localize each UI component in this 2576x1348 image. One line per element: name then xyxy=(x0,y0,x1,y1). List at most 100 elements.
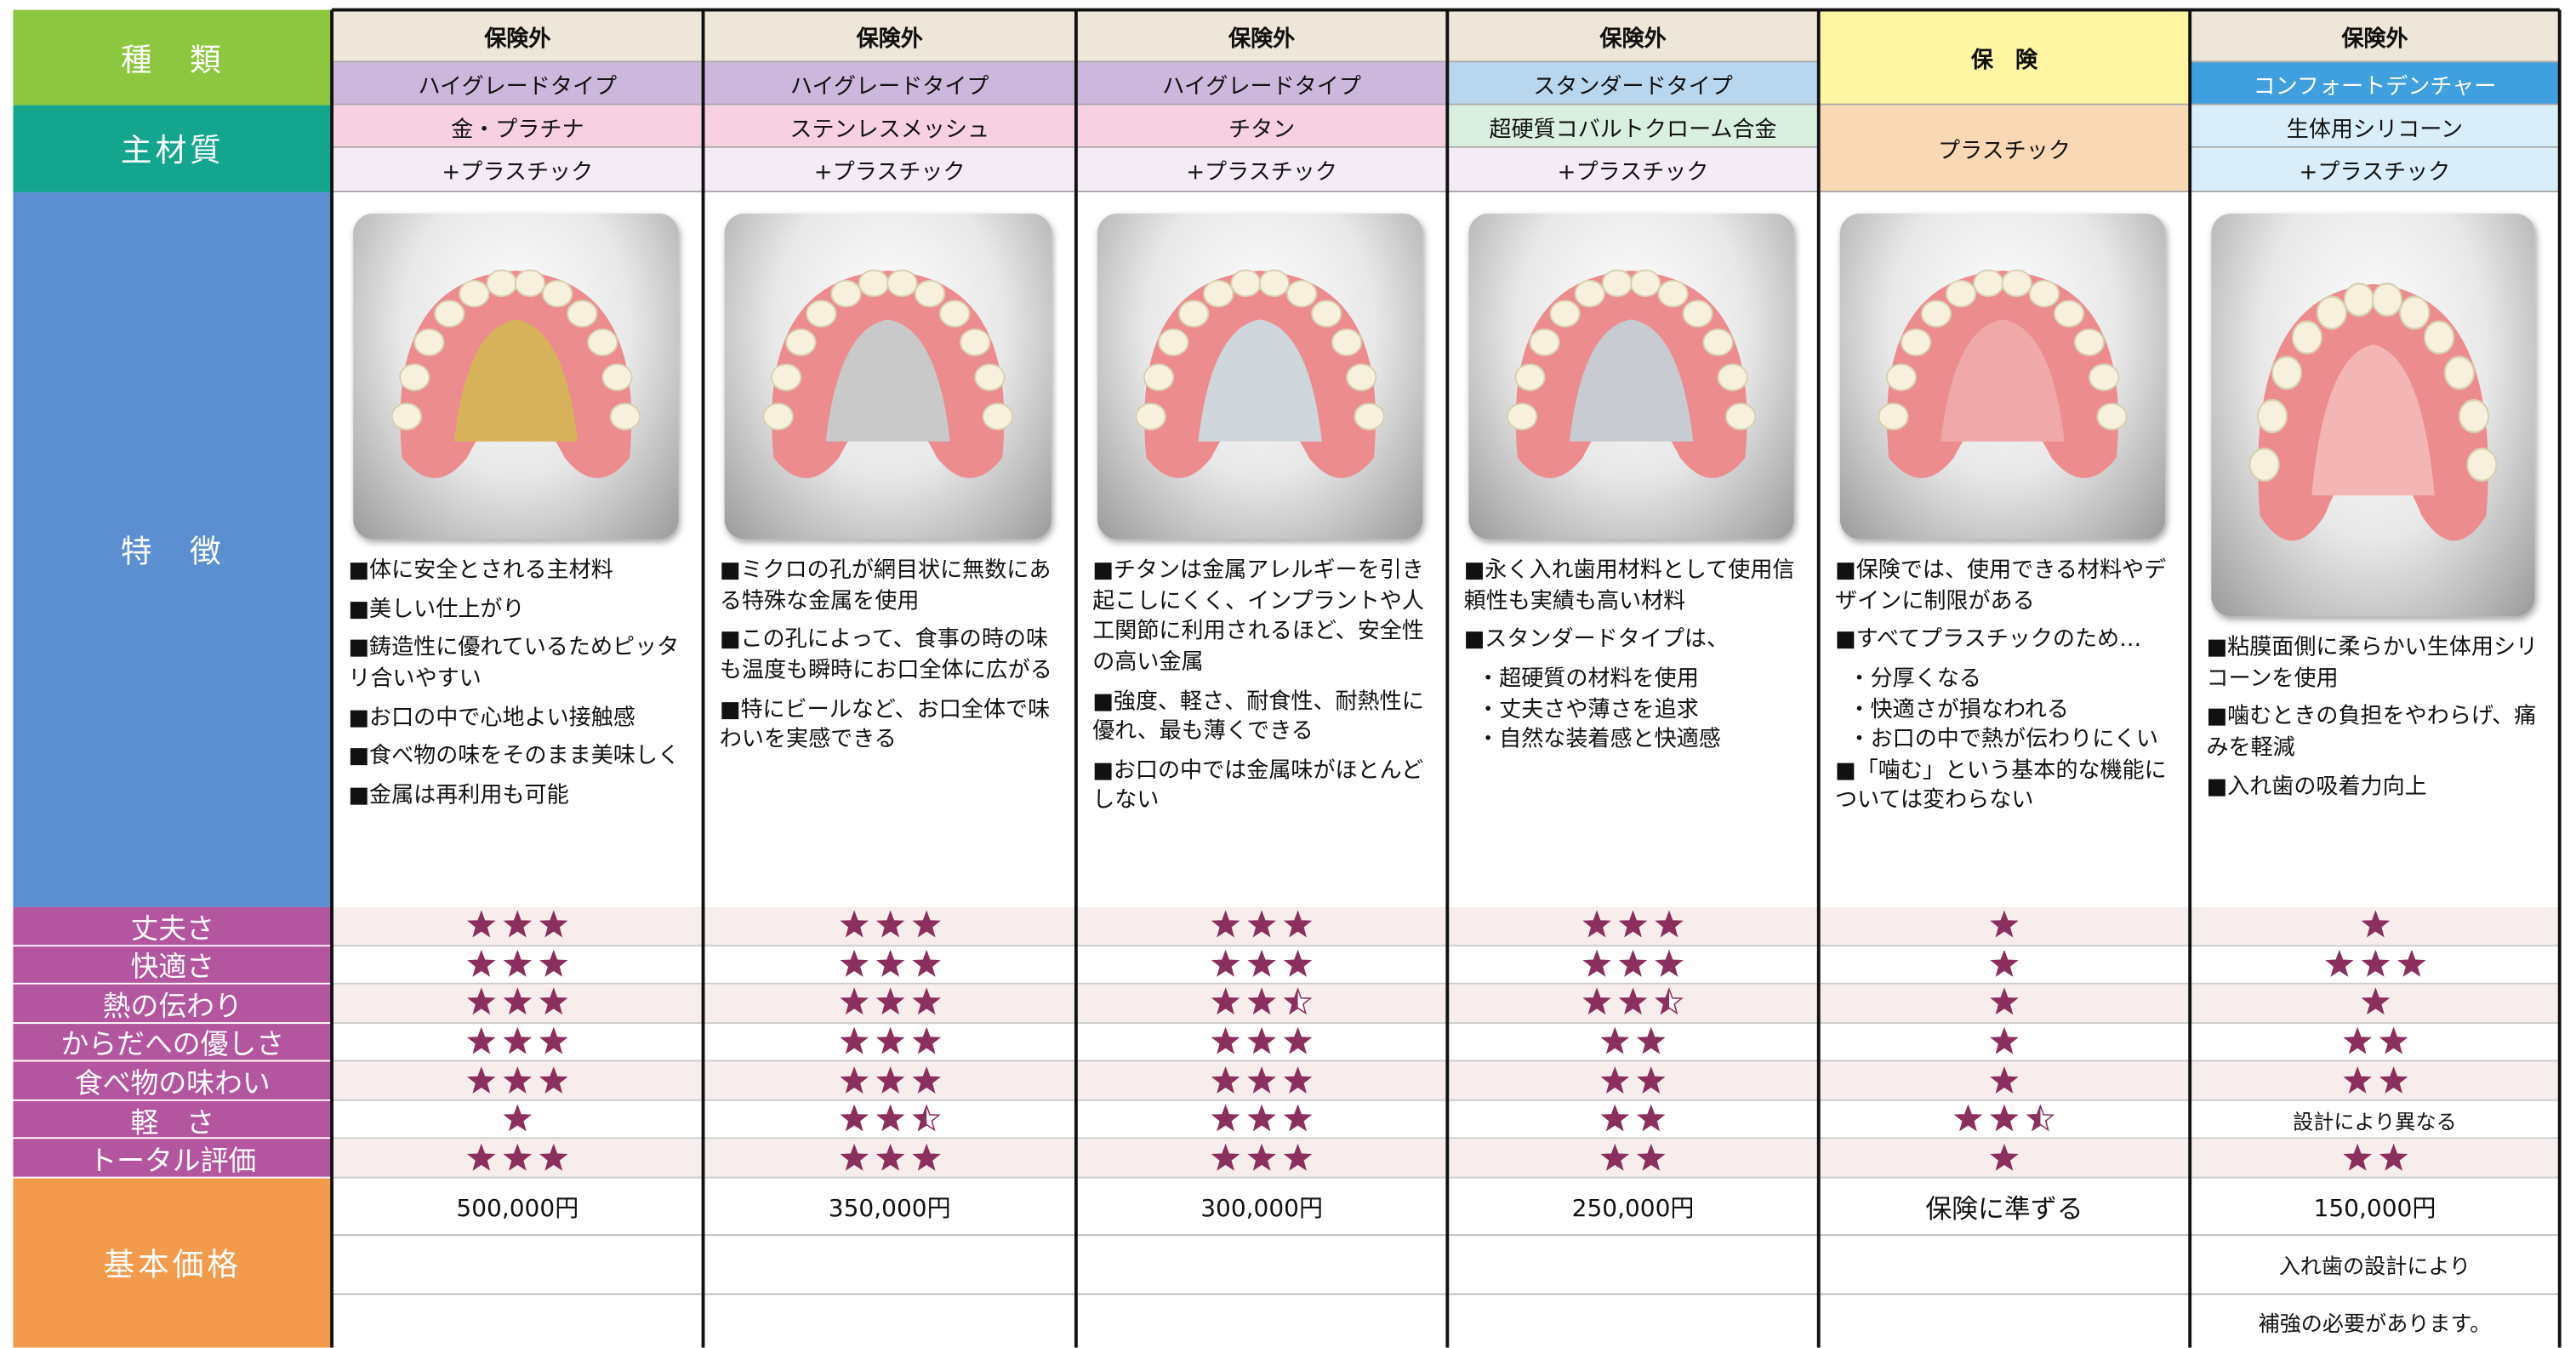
rating-cell xyxy=(332,1140,704,1179)
column-rule xyxy=(1074,9,1078,1348)
star xyxy=(467,911,496,939)
feature: ■ミクロの孔が網目状に無数にある特殊な金属を使用 xyxy=(719,557,1051,614)
star xyxy=(875,1026,904,1054)
star-rating xyxy=(839,1143,940,1171)
star xyxy=(539,988,568,1016)
star xyxy=(467,988,496,1016)
star xyxy=(503,949,533,977)
star-rating xyxy=(1990,1065,2019,1094)
star xyxy=(503,1065,533,1094)
rating-cell xyxy=(703,906,1076,946)
rating-cell xyxy=(2190,985,2560,1024)
star-rating xyxy=(467,911,568,939)
price-note xyxy=(1447,1295,1818,1348)
star xyxy=(1283,949,1313,977)
feature-list: ■チタンは金属アレルギーを引き起こしにくく、インプラントや人工関節に利用されるほ… xyxy=(1092,556,1434,825)
rating-cell xyxy=(1818,1140,2191,1179)
star xyxy=(1990,1143,2019,1171)
feature-list: ■永く入れ歯用材料として使用信頼性も実績も高い材料 ■スタンダードタイプは、 ・超硬… xyxy=(1464,556,1806,756)
feature: ・分厚くなる xyxy=(1848,665,1981,692)
feature: ・快適さが損なわれる xyxy=(1848,695,2069,723)
feature-list: ■体に安全とされる主材料 ■美しい仕上がり ■鋳造性に優れているためピッタリ合いやす… xyxy=(348,556,690,820)
denture-photo xyxy=(1468,214,1794,540)
star xyxy=(1990,988,2019,1016)
star-rating xyxy=(1211,911,1313,939)
rating-cell xyxy=(2190,1062,2560,1101)
star-rating xyxy=(839,1026,940,1054)
rating-cell xyxy=(703,1100,1076,1140)
star xyxy=(1582,949,1611,977)
material-sub: +プラスチック xyxy=(332,147,704,192)
feature: ■すべてプラスチックのため… xyxy=(1835,626,2142,654)
feature: ■噛むときの負担をやわらげ、痛みを軽減 xyxy=(2206,704,2537,761)
star xyxy=(1600,1104,1630,1132)
star xyxy=(1247,988,1276,1016)
star-rating xyxy=(839,1065,940,1094)
material-sub: +プラスチック xyxy=(1447,147,1819,192)
feature: ■鋳造性に優れているためピッタリ合いやすい xyxy=(348,634,680,692)
column-rule xyxy=(2188,9,2192,1348)
denture-type: ハイグレードタイプ xyxy=(1075,62,1448,106)
rating-cell: 設計により異なる xyxy=(2190,1100,2560,1140)
price-note xyxy=(704,1295,1076,1348)
top-rule xyxy=(332,8,2560,12)
star xyxy=(2378,1065,2408,1094)
star-rating xyxy=(1990,1143,2019,1171)
star-rating xyxy=(467,1065,568,1094)
material: ステンレスメッシュ xyxy=(703,105,1076,148)
rating-cell xyxy=(332,985,704,1024)
rating-cell xyxy=(1818,945,2191,985)
star xyxy=(467,1143,496,1171)
star xyxy=(539,1143,568,1171)
star xyxy=(839,1065,869,1094)
star-rating xyxy=(1211,1026,1313,1054)
rating-cell xyxy=(1075,906,1448,946)
denture-photo xyxy=(1839,214,2166,540)
star xyxy=(503,1143,533,1171)
feature: ■保険では、使用できる材料やデザインに制限がある xyxy=(1835,557,2167,614)
star xyxy=(467,1026,496,1054)
star-rating xyxy=(1990,1026,2019,1054)
star xyxy=(1636,1065,1666,1094)
star xyxy=(539,1065,568,1094)
denture-photo xyxy=(2211,214,2535,617)
rating-cell xyxy=(703,1023,1076,1063)
star xyxy=(1247,1143,1276,1171)
denture-type: スタンダードタイプ xyxy=(1447,62,1819,106)
rating-cell xyxy=(1818,1062,2191,1101)
star xyxy=(1600,1065,1630,1094)
feature: ■特にビールなど、お口全体で味わいを実感できる xyxy=(719,695,1051,753)
star xyxy=(875,988,904,1016)
insurance: 保険外 xyxy=(1075,9,1448,63)
rating-cell xyxy=(332,1062,704,1101)
star-rating xyxy=(2360,911,2390,939)
rating-label: 快適さ xyxy=(13,945,333,985)
price: 500,000円 xyxy=(332,1179,704,1237)
star-rating xyxy=(467,1026,568,1054)
star-rating xyxy=(1953,1104,2055,1132)
star xyxy=(1247,949,1276,977)
star xyxy=(1990,911,2019,939)
star xyxy=(1283,1026,1313,1054)
star xyxy=(875,1143,904,1171)
star xyxy=(1618,949,1648,977)
star xyxy=(503,988,533,1016)
star xyxy=(1618,911,1648,939)
feature: ■美しい仕上がり xyxy=(348,596,525,623)
feature: ■お口の中で心地よい接触感 xyxy=(348,704,635,731)
rating-label: トータル評価 xyxy=(13,1140,333,1179)
star xyxy=(839,1143,869,1171)
rating-cell xyxy=(2190,906,2560,946)
star xyxy=(503,1026,533,1054)
rating-cell xyxy=(332,945,704,985)
column-rule xyxy=(701,9,705,1348)
star xyxy=(911,988,940,1016)
star xyxy=(503,1104,533,1132)
feature: ■食べ物の味をそのまま美味しく xyxy=(348,743,681,770)
price-note xyxy=(1818,1236,2191,1295)
feature: ■永く入れ歯用材料として使用信頼性も実績も高い材料 xyxy=(1463,557,1795,614)
star xyxy=(2360,911,2390,939)
insurance: 保険外 xyxy=(703,9,1076,63)
star xyxy=(1655,911,1684,939)
